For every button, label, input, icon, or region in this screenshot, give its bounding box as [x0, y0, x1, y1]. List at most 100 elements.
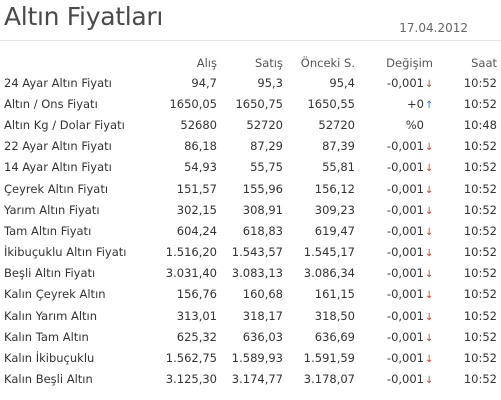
row-time: 10:48 [463, 117, 497, 132]
row-change-value: -0,001 [386, 372, 424, 387]
row-sell: 1.589,93 [231, 351, 283, 366]
arrow-down-icon: ↓ [425, 78, 434, 90]
row-change-value: -0,001 [386, 287, 424, 302]
row-change-value: -0,001 [386, 202, 424, 217]
row-buy: 156,76 [176, 287, 217, 302]
row-time: 10:52 [463, 287, 497, 302]
table-row: Beşli Altın Fiyatı 3.031,40 3.083,13 3.086,… [0, 263, 501, 284]
column-header-prev: Önceki S. [300, 56, 355, 70]
arrow-down-icon: ↓ [425, 248, 434, 260]
table-header-row: Alış Satış Önceki S. Değişim Saat [0, 54, 501, 72]
arrow-down-icon: ↓ [425, 375, 434, 387]
row-change-value: -0,001 [386, 139, 424, 154]
row-sell: 52720 [246, 117, 283, 132]
column-header-sell: Satış [254, 56, 283, 70]
row-time: 10:52 [463, 181, 497, 196]
row-change-value: -0,001 [386, 245, 424, 260]
row-buy: 94,7 [191, 75, 217, 90]
row-prev: 3.086,34 [303, 266, 355, 281]
row-time: 10:52 [463, 160, 497, 175]
header-divider [0, 40, 501, 41]
row-name: Kalın Çeyrek Altın [4, 287, 106, 302]
table-row: Altın / Ons Fiyatı 1650,05 1650,75 1650,55 +… [0, 93, 501, 114]
row-buy: 1.516,20 [165, 245, 217, 260]
row-name: Altın Kg / Dolar Fiyatı [4, 117, 125, 132]
row-time: 10:52 [463, 245, 497, 260]
row-name: 22 Ayar Altın Fiyatı [4, 139, 112, 154]
row-prev: 309,23 [314, 202, 355, 217]
row-change: -0,001↓ [355, 305, 433, 326]
row-sell: 87,29 [250, 139, 283, 154]
row-sell: 308,91 [242, 202, 283, 217]
page-title: Altın Fiyatları [4, 2, 164, 31]
row-prev: 1.545,17 [303, 245, 355, 260]
table-row: 22 Ayar Altın Fiyatı 86,18 87,29 87,39 -0,00… [0, 136, 501, 157]
row-buy: 302,15 [176, 202, 217, 217]
row-change: +0↑ [355, 93, 433, 114]
row-buy: 86,18 [184, 139, 217, 154]
row-change-value: %0 [405, 117, 424, 132]
row-name: 14 Ayar Altın Fiyatı [4, 160, 112, 175]
row-prev: 619,47 [314, 223, 355, 238]
table-row: Çeyrek Altın Fiyatı 151,57 155,96 156,12 -0,… [0, 178, 501, 199]
row-buy: 604,24 [176, 223, 217, 238]
row-prev: 52720 [318, 117, 355, 132]
row-change: %0 [355, 114, 433, 135]
column-header-time: Saat [471, 56, 497, 70]
row-prev: 318,50 [314, 308, 355, 323]
row-prev: 156,12 [314, 181, 355, 196]
table-row: Tam Altın Fiyatı 604,24 618,83 619,47 -0,001… [0, 220, 501, 241]
row-change-value: +0 [407, 96, 424, 111]
table-row: Altın Kg / Dolar Fiyatı 52680 52720 52720 %0… [0, 114, 501, 135]
row-time: 10:52 [463, 329, 497, 344]
row-buy: 54,93 [184, 160, 217, 175]
row-name: Beşli Altın Fiyatı [4, 266, 96, 281]
row-buy: 3.125,30 [165, 372, 217, 387]
row-name: Kalın Beşli Altın [4, 372, 93, 387]
row-sell: 3.083,13 [231, 266, 283, 281]
row-change: -0,001↓ [355, 178, 433, 199]
row-buy: 3.031,40 [165, 266, 217, 281]
row-sell: 618,83 [242, 223, 283, 238]
table-row: Kalın Tam Altın 625,32 636,03 636,69 -0,001↓… [0, 326, 501, 347]
row-change: -0,001↓ [355, 263, 433, 284]
column-header-buy: Alış [196, 56, 217, 70]
row-change: -0,001↓ [355, 199, 433, 220]
row-change: -0,001↓ [355, 369, 433, 390]
row-buy: 1.562,75 [165, 351, 217, 366]
arrow-down-icon: ↓ [425, 311, 434, 323]
column-header-name [0, 54, 160, 72]
row-name: Kalın Yarım Altın [4, 308, 98, 323]
row-prev: 87,39 [322, 139, 355, 154]
row-change: -0,001↓ [355, 326, 433, 347]
row-time: 10:52 [463, 308, 497, 323]
row-change: -0,001↓ [355, 136, 433, 157]
row-sell: 155,96 [242, 181, 283, 196]
row-name: Altın / Ons Fiyatı [4, 96, 98, 111]
arrow-down-icon: ↓ [425, 269, 434, 281]
row-change: -0,001↓ [355, 347, 433, 368]
arrow-down-icon: ↓ [425, 332, 434, 344]
row-time: 10:52 [463, 351, 497, 366]
row-time: 10:52 [463, 139, 497, 154]
arrow-down-icon: ↓ [425, 142, 434, 154]
row-time: 10:52 [463, 202, 497, 217]
table-row: Kalın İkibuçuklu 1.562,75 1.589,93 1.591,59… [0, 347, 501, 368]
arrow-down-icon: ↓ [425, 184, 434, 196]
row-name: Çeyrek Altın Fiyatı [4, 181, 109, 196]
row-time: 10:52 [463, 266, 497, 281]
row-sell: 318,17 [242, 308, 283, 323]
arrow-down-icon: ↓ [425, 163, 434, 175]
row-change-value: -0,001 [386, 223, 424, 238]
row-sell: 160,68 [242, 287, 283, 302]
row-name: İkibuçuklu Altın Fiyatı [4, 245, 127, 260]
row-change-value: -0,001 [386, 351, 424, 366]
table-row: Kalın Yarım Altın 313,01 318,17 318,50 -0,00… [0, 305, 501, 326]
row-prev: 636,69 [314, 329, 355, 344]
arrow-down-icon: ↓ [425, 226, 434, 238]
row-change-value: -0,001 [386, 329, 424, 344]
row-time: 10:52 [463, 75, 497, 90]
table-row: Kalın Çeyrek Altın 156,76 160,68 161,15 -0,0… [0, 284, 501, 305]
row-change: -0,001↓ [355, 157, 433, 178]
row-prev: 1.591,59 [303, 351, 355, 366]
